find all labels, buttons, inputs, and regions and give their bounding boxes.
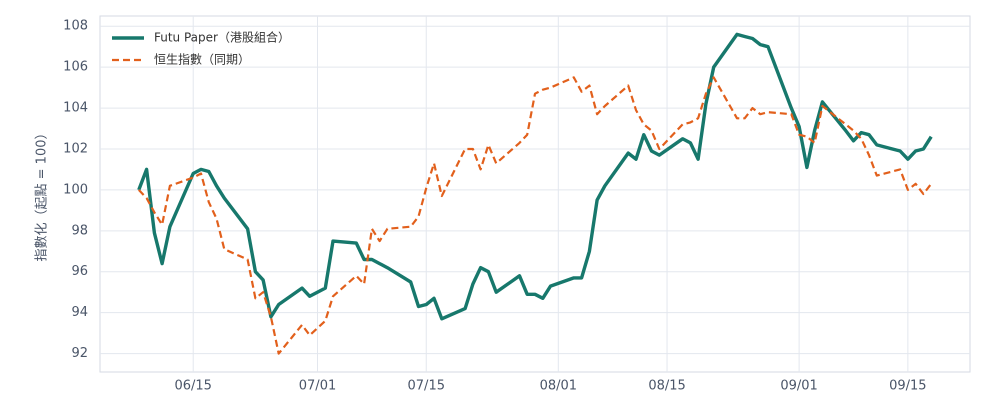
x-tick-label: 07/15	[408, 379, 445, 394]
y-tick-label: 100	[63, 182, 88, 197]
y-tick-label: 92	[71, 346, 88, 361]
y-tick-label: 104	[63, 101, 88, 116]
y-tick-label: 96	[71, 264, 88, 279]
x-tick-label: 08/01	[540, 379, 577, 394]
legend-label: 恒生指數（同期）	[154, 52, 250, 67]
x-tick-label: 09/15	[889, 379, 926, 394]
legend-label: Futu Paper（港股組合）	[154, 30, 290, 45]
x-tick-label: 06/15	[174, 379, 211, 394]
y-axis-label: 指數化（起點 = 100）	[35, 127, 50, 262]
plot-frame	[99, 15, 971, 373]
y-tick-label: 106	[63, 60, 88, 75]
x-tick-label: 07/01	[299, 379, 336, 394]
series-line	[137, 32, 933, 321]
y-tick-label: 108	[63, 19, 88, 34]
x-tick-label: 08/15	[648, 379, 685, 394]
y-tick-label: 98	[71, 223, 88, 238]
y-tick-label: 94	[71, 305, 88, 320]
x-tick-label: 09/01	[780, 379, 817, 394]
y-tick-label: 102	[63, 141, 88, 156]
